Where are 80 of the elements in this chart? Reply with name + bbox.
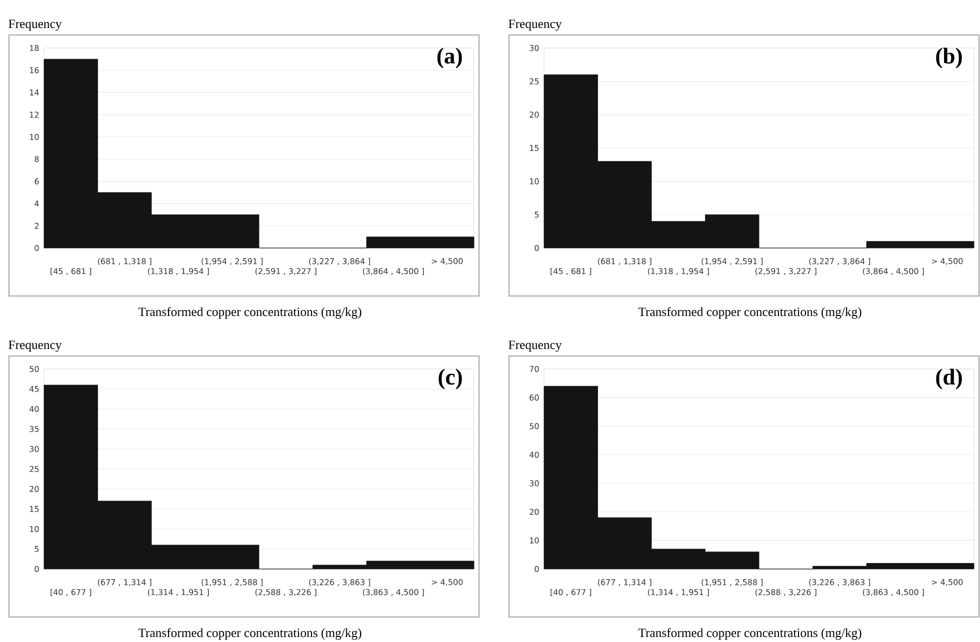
y-tick-label: 4 — [34, 200, 39, 206]
y-tick-label: 5 — [534, 212, 539, 218]
y-axis-title: Frequency — [508, 340, 562, 352]
x-axis-title: Transformed copper concentrations (mg/kg) — [138, 628, 362, 640]
y-tick-label: 60 — [530, 394, 539, 401]
y-tick-label: 45 — [30, 386, 39, 392]
x-tick-label: (1,318 , 1,954 ] — [148, 268, 209, 276]
x-tick-label: (2,588 , 3,226 ] — [755, 588, 816, 596]
y-tick-label: 35 — [30, 426, 39, 432]
x-tick-label: (1,954 , 2,591 ] — [702, 258, 763, 266]
x-tick-label: (677 , 1,314 ] — [98, 579, 152, 586]
x-tick-label: > 4,500 — [432, 579, 463, 586]
x-tick-label: (1,318 , 1,954 ] — [648, 268, 709, 276]
x-tick-label: (2,588 , 3,226 ] — [255, 588, 316, 596]
x-tick-label: (1,314 , 1,951 ] — [648, 588, 709, 596]
chart-title: (d) — [936, 368, 962, 390]
y-tick-label: 10 — [30, 526, 39, 532]
x-tick-label: (3,227 , 3,864 ] — [309, 258, 370, 266]
x-tick-label: (681 , 1,318 ] — [98, 258, 152, 266]
y-tick-label: 70 — [530, 366, 539, 372]
y-tick-label: 6 — [34, 178, 39, 184]
y-tick-label: 12 — [30, 112, 38, 118]
x-tick-label: (1,951 , 2,588 ] — [202, 579, 263, 586]
x-tick-label: > 4,500 — [932, 258, 963, 265]
x-tick-label: (3,227 , 3,864 ] — [809, 258, 870, 266]
x-tick-label: [40 , 677 ] — [50, 588, 92, 596]
y-tick-label: 30 — [30, 446, 39, 452]
y-tick-label: 30 — [530, 480, 539, 486]
y-axis-title: Frequency — [8, 340, 62, 352]
y-tick-label: 25 — [30, 466, 39, 472]
x-tick-label: > 4,500 — [432, 258, 463, 265]
y-tick-label: 15 — [530, 145, 539, 151]
y-tick-label: 50 — [530, 423, 539, 430]
y-tick-label: 10 — [530, 178, 539, 184]
y-axis-title: Frequency — [8, 20, 62, 31]
chart-title: (a) — [437, 48, 462, 68]
y-tick-label: 14 — [30, 90, 39, 96]
x-tick-label: (3,863 , 4,500 ] — [862, 588, 924, 596]
x-axis-title: Transformed copper concentrations (mg/kg) — [638, 307, 862, 319]
x-tick-label: (2,591 , 3,227 ] — [255, 268, 316, 276]
x-tick-label: (3,863 , 4,500 ] — [362, 588, 424, 596]
chart-title: (b) — [936, 48, 962, 68]
y-axis-title: Frequency — [508, 20, 562, 31]
y-tick-label: 50 — [30, 366, 39, 372]
y-tick-label: 20 — [30, 486, 39, 492]
x-tick-label: [45 , 681 ] — [550, 268, 592, 276]
x-tick-label: (2,591 , 3,227 ] — [755, 268, 816, 276]
y-tick-label: 15 — [30, 506, 39, 512]
x-tick-label: (681 , 1,318 ] — [598, 258, 652, 266]
x-tick-label: > 4,500 — [932, 579, 963, 586]
y-tick-label: 0 — [534, 244, 539, 252]
x-tick-label: (3,864 , 4,500 ] — [862, 268, 924, 276]
y-tick-label: 40 — [530, 452, 539, 458]
x-tick-label: (677 , 1,314 ] — [598, 579, 652, 586]
y-tick-label: 20 — [530, 508, 539, 515]
x-tick-label: (1,951 , 2,588 ] — [702, 579, 763, 586]
x-tick-label: (3,226 , 3,863 ] — [809, 579, 870, 586]
y-tick-label: 10 — [30, 134, 39, 140]
x-tick-label: (1,314 , 1,951 ] — [148, 588, 209, 596]
y-tick-label: 0 — [34, 566, 39, 572]
y-tick-label: 30 — [530, 44, 539, 52]
x-tick-label: (3,864 , 4,500 ] — [362, 268, 424, 276]
y-tick-label: 0 — [534, 566, 539, 572]
y-tick-label: 10 — [530, 537, 539, 544]
y-tick-label: 40 — [30, 406, 39, 412]
y-tick-label: 5 — [34, 546, 39, 552]
x-tick-label: (1,954 , 2,591 ] — [202, 258, 263, 266]
x-axis-title: Transformed copper concentrations (mg/kg) — [638, 628, 862, 640]
x-tick-label: (3,226 , 3,863 ] — [309, 579, 370, 586]
x-tick-label: [45 , 681 ] — [50, 268, 92, 276]
x-tick-label: [40 , 677 ] — [550, 588, 592, 596]
y-tick-label: 25 — [530, 78, 539, 84]
y-tick-label: 8 — [34, 156, 39, 162]
chart-title: (c) — [438, 368, 462, 390]
y-tick-label: 20 — [530, 112, 539, 118]
y-tick-label: 18 — [30, 44, 39, 52]
y-tick-label: 0 — [34, 244, 39, 252]
y-tick-label: 16 — [30, 67, 39, 74]
y-tick-label: 2 — [34, 222, 38, 229]
x-axis-title: Transformed copper concentrations (mg/kg) — [138, 307, 362, 319]
